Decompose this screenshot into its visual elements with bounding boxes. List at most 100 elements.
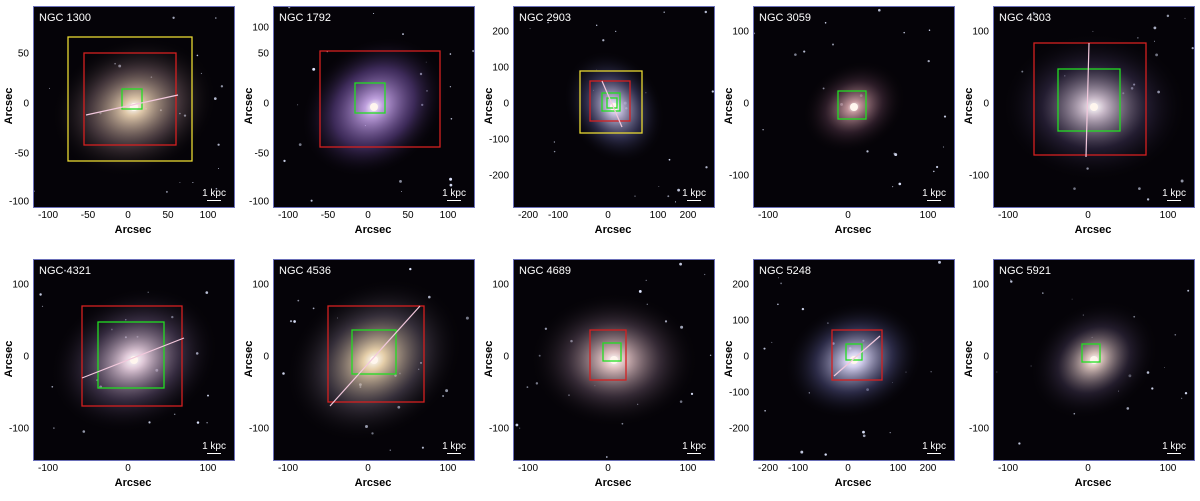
y-tick-label: 0 xyxy=(503,351,509,363)
y-axis-label: Arcsec xyxy=(963,87,975,125)
star xyxy=(878,8,881,12)
y-tick-label: 100 xyxy=(252,279,269,291)
y-tick-label: 100 xyxy=(492,62,509,74)
x-tick-label: 200 xyxy=(919,463,937,474)
star xyxy=(704,10,708,14)
galaxy-image-svg xyxy=(754,7,954,207)
galaxy-image: NGC 5248 1 kpc xyxy=(753,259,955,461)
scale-bar: 1 kpc xyxy=(442,441,466,454)
x-axis-label: Arcsec xyxy=(114,477,152,489)
star xyxy=(831,43,835,46)
star xyxy=(1138,187,1141,190)
galaxy-nucleus xyxy=(1090,356,1098,364)
fov-green-box xyxy=(354,82,386,114)
galaxy-image-svg xyxy=(754,260,954,460)
star xyxy=(465,316,469,320)
galaxy-panel: NGC 1300 1 kpc -100 -50 0 50 100 50 0 -50 -100 Arcs… xyxy=(0,0,240,248)
star xyxy=(179,182,181,184)
star xyxy=(690,392,694,396)
star xyxy=(1018,442,1021,445)
galaxy-image: NGC 5921 1 kpc xyxy=(993,259,1195,461)
star xyxy=(862,430,865,434)
y-tick-label: 50 xyxy=(257,48,269,60)
galaxy-image: NGC 4536 1 kpc xyxy=(273,259,475,461)
fov-green-box xyxy=(601,92,621,112)
scale-bar-line xyxy=(1167,200,1182,201)
scale-bar-line xyxy=(927,200,942,201)
y-axis-label: Arcsec xyxy=(243,87,255,125)
scale-bar-line xyxy=(447,200,462,201)
galaxy-image-svg xyxy=(274,7,474,207)
scale-bar-label: 1 kpc xyxy=(682,188,706,199)
y-axis-label: Arcsec xyxy=(243,340,255,378)
star xyxy=(34,190,35,192)
star xyxy=(709,354,712,356)
star xyxy=(1010,280,1013,283)
star xyxy=(667,195,670,198)
star xyxy=(800,450,804,454)
x-axis-label: Arcsec xyxy=(1074,224,1112,236)
x-tick-label: 100 xyxy=(889,463,907,474)
x-tick-label: 0 xyxy=(1085,463,1091,474)
y-tick-label: -100 xyxy=(968,170,989,182)
x-axis-label: Arcsec xyxy=(834,224,872,236)
scale-bar: 1 kpc xyxy=(682,441,706,454)
star xyxy=(866,150,869,153)
x-axis-label: Arcsec xyxy=(594,224,632,236)
x-tick-label: -100 xyxy=(37,463,59,474)
star xyxy=(1004,15,1006,17)
x-tick-label: -50 xyxy=(80,210,96,221)
x-tick-label: -100 xyxy=(997,463,1019,474)
galaxy-name-label: NGC 5921 xyxy=(999,265,1051,277)
scale-bar-label: 1 kpc xyxy=(1162,441,1186,452)
y-tick-label: -100 xyxy=(728,170,749,182)
star xyxy=(1166,14,1170,18)
galaxy-image: NGC 3059 1 kpc xyxy=(753,6,955,208)
x-axis-label: Arcsec xyxy=(594,477,632,489)
y-tick-label: 0 xyxy=(23,98,29,110)
x-tick-label: 100 xyxy=(919,210,937,221)
fov-green-box xyxy=(1057,68,1121,132)
fov-green-box xyxy=(1081,343,1101,363)
y-tick-label: -50 xyxy=(14,148,29,160)
star xyxy=(293,320,296,323)
fov-green-box xyxy=(351,329,397,375)
scale-bar-line xyxy=(687,453,702,454)
x-tick-label: -50 xyxy=(320,210,336,221)
y-tick-label: -100 xyxy=(728,387,749,399)
star xyxy=(679,262,682,266)
y-tick-label: -200 xyxy=(728,423,749,435)
galaxy-name-label: NGC 1300 xyxy=(39,12,91,24)
star xyxy=(1187,289,1190,292)
galaxy-panel: NGC 4689 1 kpc -100 0 100 100 0 -100 Arcsec Arcse… xyxy=(480,253,720,501)
star xyxy=(705,166,708,169)
galaxy-image: NGC 4689 1 kpc xyxy=(513,259,715,461)
fov-yellow-box xyxy=(579,70,643,134)
x-tick-label: 0 xyxy=(125,463,131,474)
star xyxy=(312,67,316,71)
y-axis-label: Arcsec xyxy=(963,340,975,378)
fov-red-box xyxy=(1033,42,1147,156)
star xyxy=(207,394,209,397)
y-tick-label: 100 xyxy=(972,279,989,291)
star xyxy=(996,371,998,373)
x-tick-label: -100 xyxy=(37,210,59,221)
x-tick-label: 0 xyxy=(1085,210,1091,221)
star xyxy=(553,150,556,153)
star xyxy=(165,190,168,193)
star xyxy=(645,279,647,281)
scale-bar: 1 kpc xyxy=(922,188,946,201)
x-tick-label: -200 xyxy=(757,463,779,474)
slit-line xyxy=(329,305,421,407)
x-axis-label: Arcsec xyxy=(354,224,392,236)
star xyxy=(389,449,392,451)
star xyxy=(310,199,313,202)
star xyxy=(547,21,549,24)
galaxy-name-label: NGC 4536 xyxy=(279,265,331,277)
star xyxy=(399,179,402,183)
x-tick-label: -100 xyxy=(997,210,1019,221)
star xyxy=(1126,407,1130,410)
x-tick-label: -100 xyxy=(757,210,779,221)
fov-green-box xyxy=(121,88,143,110)
fov-red-box xyxy=(589,329,627,381)
